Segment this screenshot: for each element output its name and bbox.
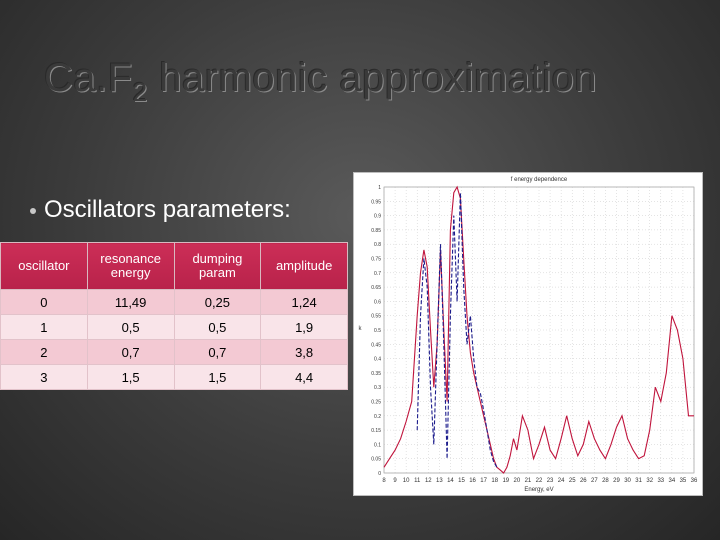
slide-title-main: Ca.F [44, 56, 133, 100]
header-oscillator: oscillator [0, 242, 88, 290]
x-tick-label: 11 [414, 478, 421, 484]
x-tick-label: 29 [613, 478, 620, 484]
table-cell: 1,5 [173, 364, 262, 390]
x-tick-label: 31 [635, 478, 642, 484]
table-cell: 1,24 [260, 289, 348, 315]
bullet-text: Oscillators parameters: [44, 196, 291, 223]
x-tick-label: 32 [646, 478, 653, 484]
y-tick-label: 0.6 [374, 299, 381, 305]
y-axis-label: k [359, 326, 363, 332]
x-tick-label: 22 [536, 478, 543, 484]
table-cell: 0 [0, 289, 88, 315]
x-tick-label: 35 [680, 478, 687, 484]
table-cell: 1,9 [260, 314, 348, 340]
chart-svg: f energy dependence 0 0.05 0.1 0.15 0.2 0.25 0.… [359, 177, 698, 493]
slide-title: Ca.F2 harmonic approximation [44, 56, 598, 107]
x-tick-label: 18 [491, 478, 498, 484]
table-cell: 1,5 [86, 364, 175, 390]
y-tick-label: 0.45 [371, 342, 381, 348]
y-tick-label: 0.25 [371, 400, 381, 406]
header-amplitude: amplitude [260, 242, 348, 290]
chart-title: f energy dependence [511, 177, 568, 183]
table-cell: 0,5 [173, 314, 262, 340]
x-tick-label: 30 [624, 478, 631, 484]
x-tick-label: 9 [393, 478, 397, 484]
table-cell: 1 [0, 314, 88, 340]
table-row: 1 0,5 0,5 1,9 [0, 314, 348, 340]
table-row: 3 1,5 1,5 4,4 [0, 364, 348, 390]
x-tick-label: 28 [602, 478, 609, 484]
y-tick-label: 0.4 [374, 357, 381, 363]
x-tick-label: 27 [591, 478, 598, 484]
x-tick-label: 10 [403, 478, 410, 484]
table-header-row: oscillator resonance energy dumping para… [0, 242, 348, 290]
energy-dependence-chart: f energy dependence 0 0.05 0.1 0.15 0.2 0.25 0.… [353, 172, 703, 496]
x-tick-label: 12 [425, 478, 432, 484]
y-tick-label: 0.35 [371, 371, 381, 377]
table-cell: 3 [0, 364, 88, 390]
y-tick-label: 1 [378, 185, 381, 191]
x-tick-label: 34 [669, 478, 676, 484]
y-tick-label: 0.75 [371, 257, 381, 263]
table-cell: 11,49 [86, 289, 175, 315]
table-row: 2 0,7 0,7 3,8 [0, 339, 348, 365]
x-tick-label: 26 [580, 478, 587, 484]
x-tick-label: 14 [447, 478, 454, 484]
y-tick-label: 0.9 [374, 214, 381, 220]
series-line-1 [416, 192, 498, 468]
table-cell: 0,25 [173, 289, 262, 315]
x-tick-label: 16 [469, 478, 476, 484]
y-tick-label: 0.85 [371, 228, 381, 234]
x-tick-label: 8 [382, 478, 386, 484]
table-cell: 0,5 [86, 314, 175, 340]
slide-title-rest: harmonic approximation [147, 56, 598, 100]
y-tick-label: 0.7 [374, 271, 381, 277]
table-cell: 0,7 [86, 339, 175, 365]
x-tick-label: 19 [502, 478, 509, 484]
y-tick-label: 0.95 [371, 199, 381, 205]
y-tick-label: 0.05 [371, 457, 381, 463]
series-line-0 [383, 185, 694, 474]
y-tick-label: 0.55 [371, 314, 381, 320]
x-tick-label: 24 [558, 478, 565, 484]
x-axis-label: Energy, eV [524, 487, 553, 493]
oscillator-parameters-table: oscillator resonance energy dumping para… [0, 242, 348, 390]
y-tick-label: 0.65 [371, 285, 381, 291]
bullet-icon [30, 208, 36, 214]
x-tick-label: 25 [569, 478, 576, 484]
x-tick-label: 36 [691, 478, 698, 484]
y-tick-label: 0.2 [374, 414, 381, 420]
table-cell: 3,8 [260, 339, 348, 365]
x-tick-label: 21 [525, 478, 532, 484]
y-tick-label: 0 [378, 471, 381, 477]
slide-title-subscript: 2 [132, 77, 148, 107]
y-tick-label: 0.3 [374, 385, 381, 391]
x-tick-label: 15 [458, 478, 465, 484]
x-tick-label: 13 [436, 478, 443, 484]
x-tick-label: 20 [514, 478, 521, 484]
y-tick-label: 0.1 [374, 442, 381, 448]
x-tick-label: 33 [657, 478, 664, 484]
table-cell: 4,4 [260, 364, 348, 390]
x-tick-label: 17 [480, 478, 487, 484]
table-cell: 0,7 [173, 339, 262, 365]
x-tick-label: 23 [547, 478, 554, 484]
y-tick-label: 0.15 [371, 428, 381, 434]
table-cell: 2 [0, 339, 88, 365]
header-dumping-param: dumping param [173, 242, 262, 290]
y-tick-label: 0.8 [374, 242, 381, 248]
y-tick-label: 0.5 [374, 328, 381, 334]
header-resonance-energy: resonance energy [86, 242, 175, 290]
table-row: 0 11,49 0,25 1,24 [0, 289, 348, 315]
